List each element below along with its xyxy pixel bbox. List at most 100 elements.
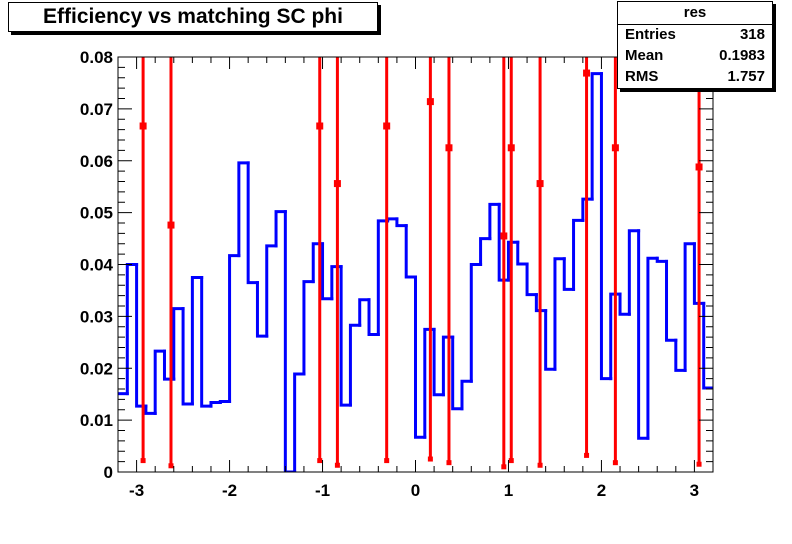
histogram-bin [655,256,669,263]
error-bar-end-low [384,458,390,464]
stats-separator [618,24,772,25]
histogram-bin [469,263,483,383]
data-point [536,57,544,468]
histogram-bin [525,262,538,297]
histogram-bin [367,298,380,337]
title-box: Efficiency vs matching SC phi [8,2,378,32]
histogram-bin [432,327,445,397]
histogram-bin [674,338,687,372]
histogram-bin [683,242,696,372]
points-layer [139,57,703,470]
data-point [426,57,434,462]
error-bar-end-low [537,462,543,468]
x-tick-label: 2 [597,481,606,500]
stats-mean-label: Mean [625,47,664,64]
histogram-bin [321,242,334,301]
histogram-bin [534,293,548,313]
histogram-bin [348,323,362,407]
histogram-bin [618,292,631,316]
y-tick-label: 0.07 [80,100,113,119]
y-tick-label: 0.04 [80,256,114,275]
histogram-bin [404,224,417,279]
error-bar-end-low [140,458,146,464]
data-point [507,57,515,464]
histogram-bin [237,161,250,258]
stats-row-rms: RMS 1.757 [625,68,765,88]
point-marker [536,180,544,188]
stats-histogram-name: res [683,4,707,21]
histogram-bin [181,307,194,406]
x-tick-label: 1 [504,481,513,500]
histogram-bin [200,275,213,408]
stats-row-entries: Entries 318 [625,26,765,46]
histogram-bin [479,237,492,266]
histogram-bin [153,349,166,415]
point-marker [583,69,591,77]
point-marker [611,144,619,152]
point-marker [383,122,391,130]
histogram-bin [665,259,678,342]
histogram-bin [172,307,185,381]
histogram-bin [627,229,641,316]
y-tick-label: 0.08 [80,48,113,67]
histogram-bin [358,298,371,327]
error-bar-end-low [427,456,433,462]
data-point [139,57,147,464]
y-tick-label: 0.03 [80,307,113,326]
stats-box: res Entries 318 Mean 0.1983 RMS 1.757 [617,1,773,89]
histogram-bin [228,254,241,403]
x-tick-label: -3 [129,481,144,500]
plot-title: Efficiency vs matching SC phi [43,5,343,28]
error-bar-end-low [168,463,174,469]
error-bar-end-low [584,452,590,458]
y-tick-label: 0.05 [80,204,113,223]
y-tick-label: 0.02 [80,359,113,378]
histogram-bin [637,229,650,440]
error-bar-end-low [508,458,514,464]
stats-entries-value: 318 [739,26,765,43]
histogram-bin [339,265,352,407]
data-point [695,57,703,467]
histogram-bin [144,404,157,415]
y-tick-label: 0 [104,463,113,482]
histogram-bin [506,240,520,282]
point-marker [167,221,175,229]
histogram-bin [190,275,204,406]
error-bar-end-low [317,458,323,464]
histogram-bin [609,292,622,381]
point-marker [139,122,147,130]
histogram-bin [302,280,315,376]
point-marker [445,144,453,152]
y-tick-label: 0.01 [80,411,113,430]
histogram-bin [451,335,464,411]
y-tick-label: 0.06 [80,152,113,171]
histogram-bin [293,372,306,472]
point-marker [500,232,508,240]
histogram-bin [255,281,269,338]
data-point [167,57,175,469]
histogram-bin [590,72,603,201]
histogram-bin [283,210,297,472]
histogram-bin [553,257,566,371]
x-tick-label: -1 [315,481,330,500]
histogram-bin [246,161,259,285]
point-marker [695,163,703,171]
histogram-bin [395,217,408,228]
data-point [316,57,324,464]
stats-mean-value: 0.1983 [719,47,765,64]
data-point [333,57,341,468]
stats-rms-value: 1.757 [727,68,765,85]
histogram-bin [488,202,501,241]
histogram-bin [572,218,585,291]
point-marker [333,180,341,188]
stats-entries-label: Entries [625,26,676,43]
error-bar-end-low [334,462,340,468]
histogram-bin [516,240,529,266]
data-point [500,57,508,470]
point-marker [507,144,515,152]
histogram-bin [218,399,232,404]
histogram-bin [692,242,706,305]
error-bar-end-low [696,461,702,467]
x-tick-label: 3 [690,481,699,500]
error-bar-end-low [612,460,618,466]
